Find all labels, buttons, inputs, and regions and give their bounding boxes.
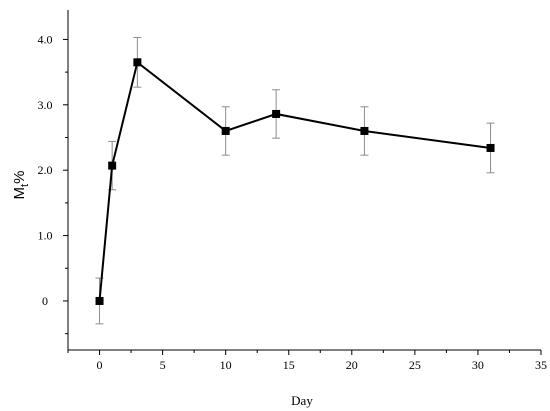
series-line bbox=[98, 60, 491, 302]
y-ticks: 0 1.0 2.0 3.0 4.0 bbox=[38, 32, 68, 335]
data-point bbox=[272, 109, 281, 118]
error-bars bbox=[95, 36, 495, 325]
x-tick-label: 0 bbox=[97, 358, 103, 372]
x-tick-label: 35 bbox=[535, 358, 547, 372]
x-tick-label: 15 bbox=[283, 358, 295, 372]
x-ticks: 0 5 10 15 20 25 30 35 bbox=[67, 350, 547, 372]
y-axis-title: Mt% bbox=[11, 171, 31, 200]
y-tick-label: 1.0 bbox=[38, 229, 53, 243]
x-tick-label: 20 bbox=[346, 358, 358, 372]
x-tick-label: 5 bbox=[160, 358, 166, 372]
data-point bbox=[221, 126, 230, 135]
x-tick-label: 25 bbox=[409, 358, 421, 372]
y-tick-label: 2.0 bbox=[38, 163, 53, 177]
y-axis-title-sub: t bbox=[19, 184, 31, 187]
x-tick-label: 10 bbox=[220, 358, 232, 372]
x-tick-label: 30 bbox=[472, 358, 484, 372]
y-axis-title-main: M bbox=[11, 187, 28, 200]
data-point bbox=[95, 296, 104, 305]
axes bbox=[67, 10, 541, 351]
y-tick-label: 3.0 bbox=[38, 98, 53, 112]
x-axis-title: Day bbox=[291, 393, 313, 408]
data-point bbox=[486, 143, 495, 152]
y-tick-label: 0 bbox=[42, 294, 48, 308]
data-point bbox=[133, 58, 142, 67]
data-point bbox=[108, 161, 117, 170]
series-polyline bbox=[98, 60, 491, 302]
data-point bbox=[360, 126, 369, 135]
y-axis-title-suffix: % bbox=[11, 171, 28, 184]
y-tick-label: 4.0 bbox=[38, 32, 53, 46]
series-markers bbox=[95, 58, 495, 305]
